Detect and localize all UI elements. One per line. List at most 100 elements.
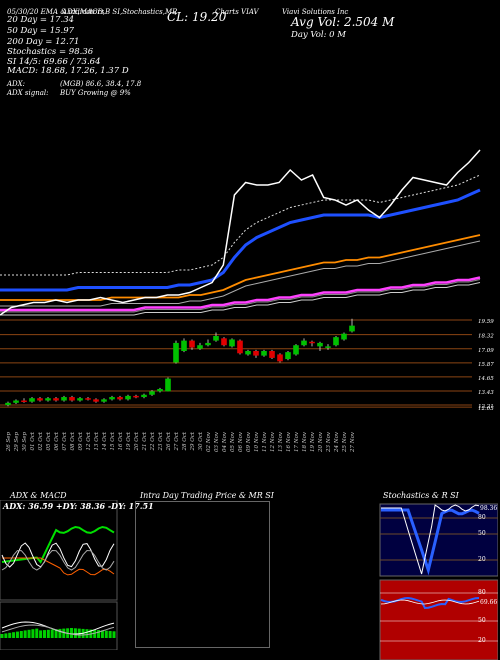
macd-histogram-bar: [100, 630, 104, 638]
rsi-tick-20: 20: [478, 637, 486, 644]
candle-body: [341, 333, 347, 340]
candle-body: [285, 352, 291, 360]
macd-histogram-bar: [108, 631, 112, 638]
candle-body: [229, 339, 235, 347]
macd-histogram-bar: [0, 634, 4, 638]
candle-body: [109, 397, 115, 400]
macd-histogram-bar: [112, 631, 116, 638]
candle-body: [325, 346, 331, 348]
adx-frame: [0, 500, 118, 601]
adx-label: ADX:: [7, 80, 26, 88]
date-tick-label: 24 Nov: [334, 431, 340, 453]
header-date-line: 05/30/20 EMA & indicators: [7, 8, 105, 16]
candle-body: [93, 399, 99, 402]
macd-histogram-bar: [19, 631, 23, 638]
adx-panel: [0, 500, 118, 650]
stoch-tick-20: 20: [478, 556, 486, 563]
macd-histogram-bar: [31, 629, 35, 638]
adx-signal-value: BUY Growing @ 9%: [60, 89, 131, 97]
candle-body: [21, 400, 27, 403]
avg-volume: Avg Vol: 2.504 M: [291, 15, 395, 29]
candle-body: [293, 345, 299, 355]
candle-body: [13, 400, 19, 403]
candle-body: [37, 398, 43, 401]
date-tick-label: 07 Oct: [62, 431, 68, 450]
date-tick-label: 01 Oct: [30, 431, 36, 450]
stochastics-frame: [379, 503, 498, 577]
date-tick-label: 02 Oct: [38, 431, 44, 450]
ema-band-line: [0, 282, 481, 316]
price-level-label: 12.03: [478, 406, 494, 412]
date-tick-label: 29 Sep: [14, 432, 20, 453]
candle-body: [61, 397, 67, 401]
date-tick-label: 17 Nov: [294, 431, 300, 452]
date-tick-label: 02 Nov: [206, 431, 212, 452]
ma20-readout: 20 Day = 17.34: [7, 15, 75, 25]
price-level-label: 13.43: [478, 390, 494, 396]
date-tick-label: 06 Oct: [54, 431, 60, 450]
date-tick-label: 13 Nov: [278, 431, 284, 452]
candle-body: [157, 388, 163, 392]
ema-chart: [0, 149, 481, 316]
ema-slow-line: [0, 276, 481, 312]
candle-body: [45, 398, 51, 401]
date-tick-label: 05 Oct: [46, 431, 52, 450]
date-tick-label: 15 Oct: [110, 431, 116, 450]
price-line: [0, 149, 481, 316]
candle-body: [149, 391, 155, 395]
date-tick-label: 11 Nov: [262, 431, 268, 452]
macd-frame: [0, 601, 118, 650]
macd-histogram-bar: [104, 630, 108, 638]
macd-readout: MACD: 18.68, 17.26, 1.37 D: [7, 66, 129, 76]
adx-line-2: [1, 549, 115, 571]
candle-body: [221, 338, 227, 346]
date-tick-label: 29 Oct: [190, 431, 196, 451]
macd-histogram-bar: [62, 628, 66, 638]
si-readout: SI 14/5: 69.66 / 73.64: [7, 57, 101, 67]
date-tick-label: 27 Nov: [350, 431, 356, 453]
rsi-frame: [379, 579, 498, 660]
candle-body: [141, 394, 147, 398]
ma200-readout: 200 Day = 12.71: [7, 37, 80, 47]
date-tick-label: 23 Nov: [326, 431, 332, 453]
candle-body: [53, 398, 59, 401]
header-indicators: ADX,MACD,B SI,Stochastics,MR: [62, 8, 178, 16]
date-tick-label: 16 Oct: [118, 431, 124, 450]
ema-band-line: [0, 279, 481, 313]
candle-body: [133, 395, 139, 398]
macd-histogram-bar: [4, 633, 8, 638]
price-level-label: 19.59: [478, 319, 494, 325]
candle-body: [125, 395, 131, 400]
macd-histogram-bar: [50, 629, 54, 638]
price-level-label: 12.21: [478, 404, 494, 410]
minus-di-line: [2, 557, 115, 576]
macd-signal-line: [1, 624, 115, 636]
date-tick-label: 30 Oct: [198, 431, 204, 450]
candle-body: [77, 398, 83, 401]
macd-histogram-bar: [27, 629, 31, 638]
price-level-label: 18.32: [478, 334, 494, 340]
ema-band-line: [0, 240, 481, 307]
macd-histogram-bar: [39, 630, 43, 638]
candle-body: [213, 336, 219, 341]
candle-body: [29, 398, 35, 402]
date-tick-label: 26 Sep: [6, 432, 12, 453]
date-tick-label: 19 Oct: [126, 431, 132, 450]
candle-body: [301, 340, 307, 346]
date-tick-label: 12 Nov: [270, 431, 276, 452]
macd-histogram-bar: [54, 629, 58, 638]
date-tick-label: 09 Oct: [78, 431, 84, 450]
date-tick-label: 25 Nov: [342, 431, 348, 453]
macd-histogram-bar: [12, 632, 16, 638]
date-tick-label: 05 Nov: [230, 431, 236, 452]
company-name: Viavi Solutions Inc: [282, 8, 349, 16]
stochastics-k-line: [381, 504, 480, 575]
date-tick-label: 08 Oct: [70, 431, 76, 450]
candle-body: [253, 350, 259, 356]
date-tick-label: 04 Nov: [222, 431, 228, 452]
rsi-tick-80: 80: [478, 589, 486, 596]
date-tick-label: 30 Sep: [22, 432, 28, 452]
candle-body: [181, 340, 187, 351]
macd-histogram-bar: [70, 628, 74, 638]
date-tick-label: 27 Oct: [174, 431, 180, 451]
